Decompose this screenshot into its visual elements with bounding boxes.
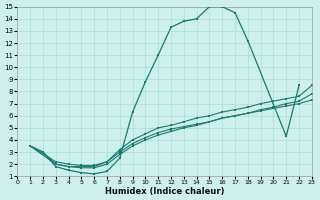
X-axis label: Humidex (Indice chaleur): Humidex (Indice chaleur)	[105, 187, 224, 196]
